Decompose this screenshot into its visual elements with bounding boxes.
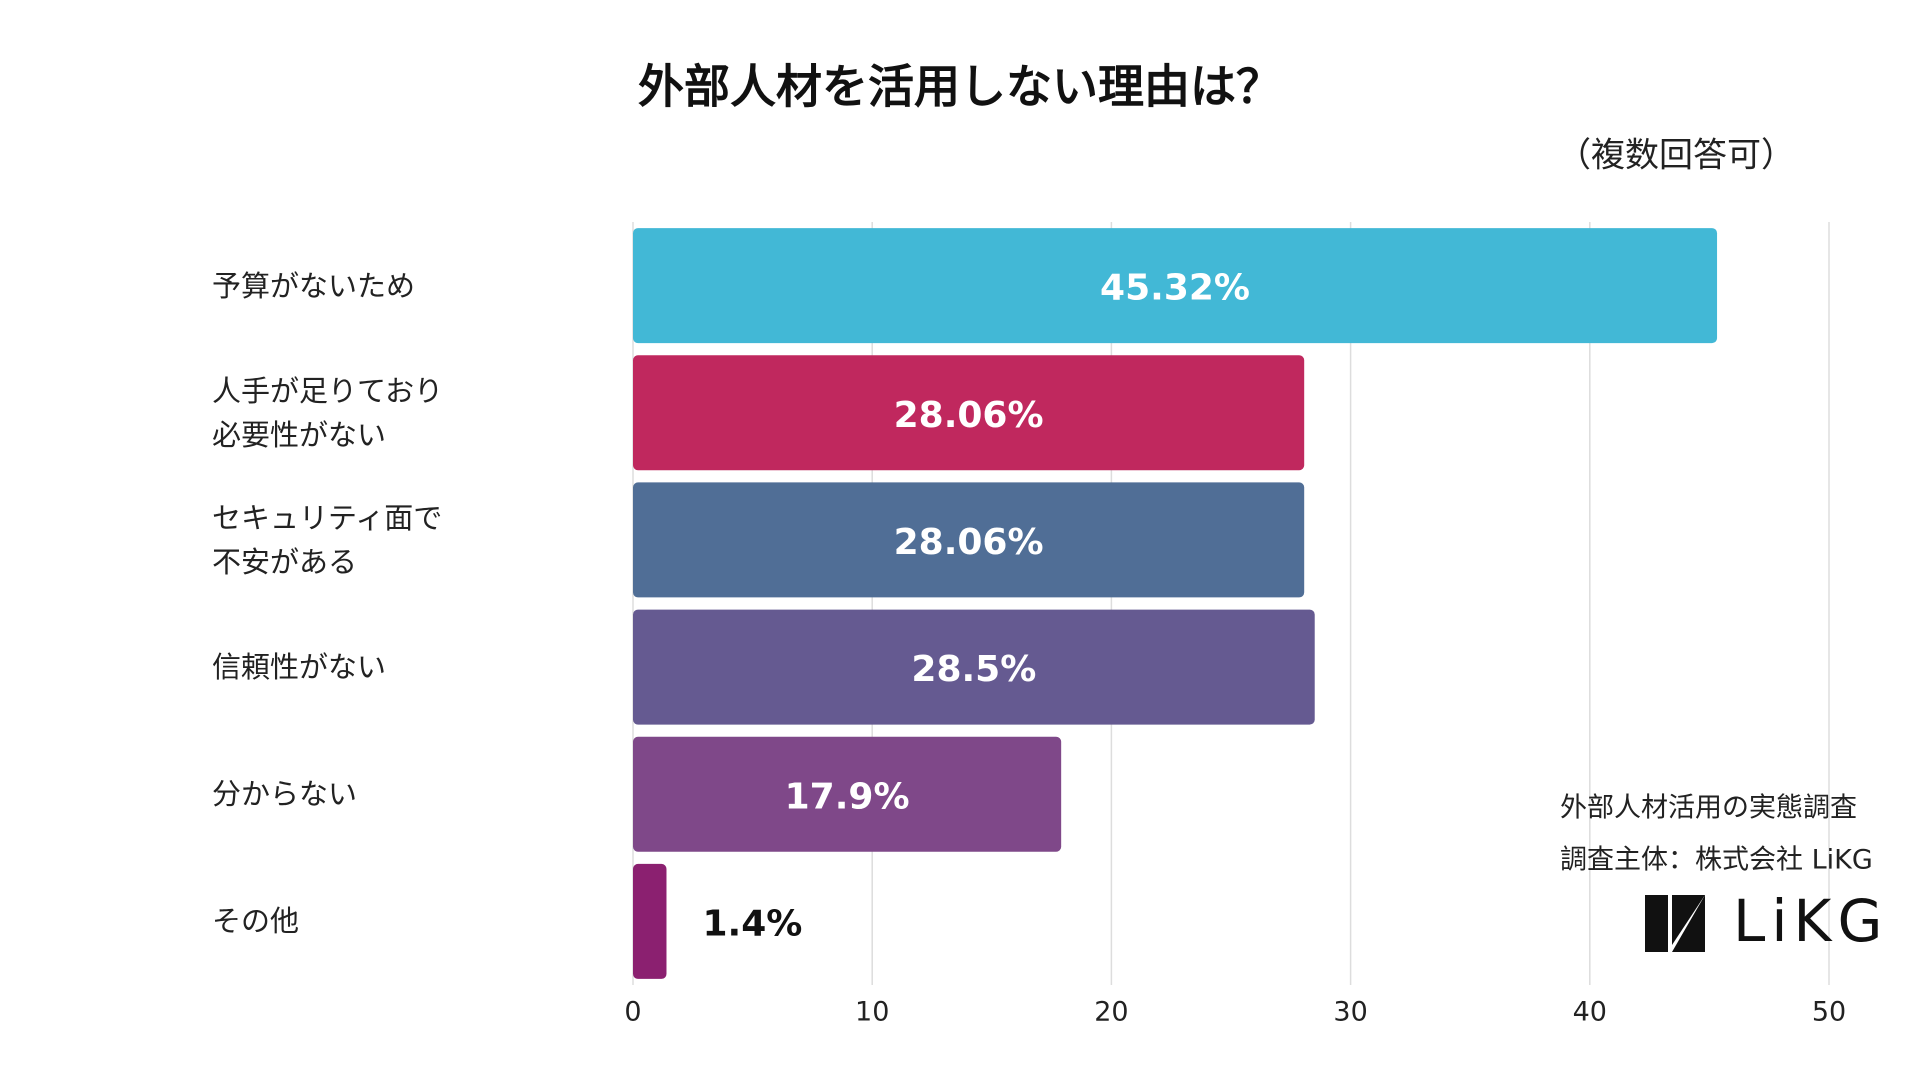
bar — [633, 482, 1305, 598]
category-label: セキュリティ面で 不安がある — [212, 500, 443, 579]
category-label: 分からない — [212, 777, 358, 812]
grid — [632, 222, 1830, 985]
note: 調査主体：株式会社 LiKG — [1560, 844, 1873, 876]
x-tick-label: 30 — [1333, 997, 1367, 1028]
value-label: 17.9% — [785, 776, 910, 817]
x-tick-label: 0 — [624, 997, 641, 1028]
bar — [633, 609, 1315, 725]
x-tick-label: 40 — [1573, 997, 1607, 1028]
value-label: 28.06% — [894, 522, 1044, 563]
category-label: 信頼性がない — [212, 650, 387, 685]
logo-text: LiKG — [1733, 887, 1888, 955]
value-label: 28.5% — [911, 649, 1036, 690]
bar — [633, 736, 1062, 852]
x-tick-label: 20 — [1094, 997, 1128, 1028]
x-tick-label: 10 — [855, 997, 889, 1028]
bar — [633, 863, 667, 979]
category-label: 人手が足りており 必要性がない — [212, 373, 444, 452]
value-label: 1.4% — [702, 903, 802, 944]
chart-subtitle: （複数回答可） — [1557, 136, 1795, 176]
logo-icon — [1645, 895, 1705, 952]
chart-title: 外部人材を活用しない理由は？ — [638, 60, 1282, 114]
value-label: 45.32% — [1100, 268, 1250, 309]
category-label: 予算がないため — [212, 268, 416, 303]
x-tick-label: 50 — [1812, 997, 1846, 1028]
note: 外部人材活用の実態調査 — [1560, 792, 1857, 824]
category-label: その他 — [212, 904, 300, 939]
bar — [633, 228, 1718, 344]
bar — [633, 355, 1305, 471]
value-label: 28.06% — [894, 395, 1044, 436]
